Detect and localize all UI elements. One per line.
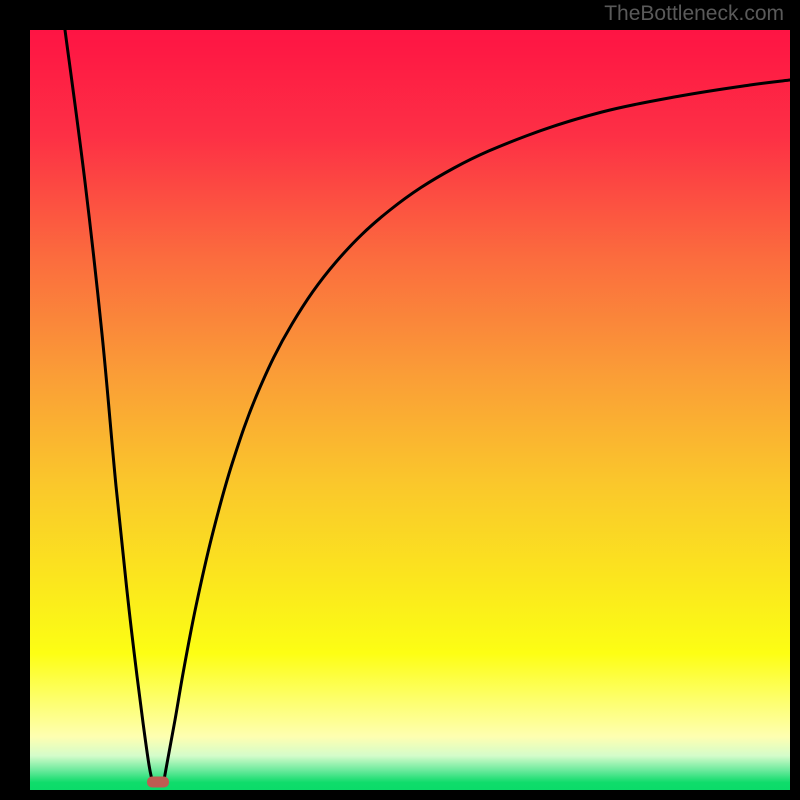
chart-container: TheBottleneck.com	[0, 0, 800, 800]
plot-outer-frame	[0, 0, 800, 800]
bottleneck-curve-chart	[30, 30, 790, 790]
dip-marker	[147, 777, 169, 788]
watermark-text: TheBottleneck.com	[604, 2, 784, 26]
gradient-background	[30, 30, 790, 790]
plot-gradient-area	[30, 30, 790, 790]
